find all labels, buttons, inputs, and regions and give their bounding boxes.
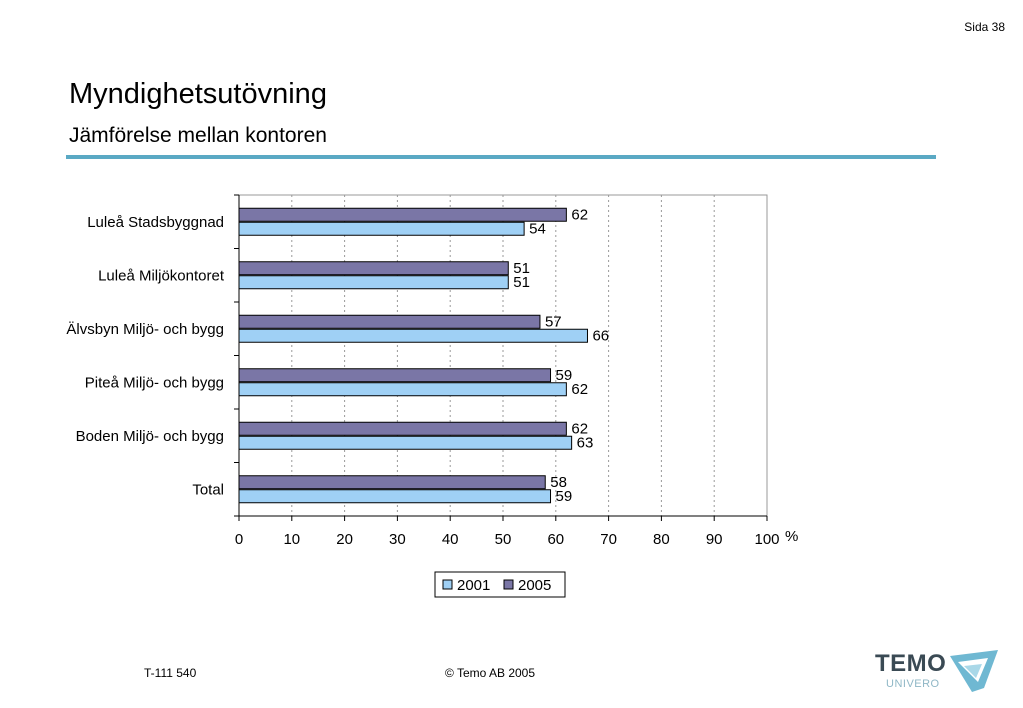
bar-2001 [238,275,509,290]
page-title: Myndighetsutövning [69,78,327,110]
footer-code: T-111 540 [144,666,197,680]
data-label-2005: 59 [556,367,573,384]
x-tick-label: 10 [283,531,300,548]
logo-mark-icon [950,650,998,692]
x-tick-label: 20 [336,531,353,548]
bar-2005 [238,368,552,383]
bar-2001 [238,382,567,397]
title-divider [66,155,936,159]
data-label-2005: 62 [571,420,588,437]
x-tick-label: 50 [495,531,512,548]
data-label-2001: 59 [556,488,573,505]
x-tick-label: 40 [442,531,459,548]
bar-2005 [238,207,567,222]
bar-2005 [238,261,509,276]
category-label: Luleå Stadsbyggnad [87,214,224,231]
x-tick-label: 70 [600,531,617,548]
data-label-2001: 51 [513,274,530,291]
x-tick-label: 30 [389,531,406,548]
x-tick-label: 60 [547,531,564,548]
x-tick-label: 90 [706,531,723,548]
legend-swatch-2001 [442,579,453,590]
category-label: Total [192,481,224,498]
data-label-2001: 62 [571,381,588,398]
bar-2005 [238,421,567,436]
data-label-2005: 51 [513,260,530,277]
logo-subtext: UNIVERO [886,678,940,690]
bar-2005 [238,314,541,329]
data-label-2005: 58 [550,474,567,491]
legend-box [434,571,566,598]
legend-label-2005: 2005 [518,577,551,594]
page-number: Sida 38 [964,20,1005,34]
legend-label-2001: 2001 [457,577,490,594]
logo-text: TEMO [875,650,947,677]
legend-swatch-2005 [503,579,514,590]
data-label-2001: 63 [577,434,594,451]
data-label-2001: 54 [529,220,546,237]
x-tick-label: 80 [653,531,670,548]
category-label: Älvsbyn Miljö- och bygg [66,321,224,338]
bar-2001 [238,221,525,236]
data-label-2005: 62 [571,206,588,223]
bar-2001 [238,435,573,450]
x-tick-label: 100 [754,531,779,548]
footer-copyright: © Temo AB 2005 [445,666,536,680]
bar-2005 [238,475,546,490]
temo-logo: TEMO UNIVERO [870,648,1005,698]
x-tick-label: 0 [235,531,243,548]
data-label-2001: 66 [592,327,609,344]
x-unit-label: % [785,528,798,545]
bar-2001 [238,489,552,504]
bar-2001 [238,328,588,343]
category-label: Piteå Miljö- och bygg [85,374,224,391]
category-label: Luleå Miljökontoret [98,267,225,284]
data-label-2005: 57 [545,313,562,330]
page-subtitle: Jämförelse mellan kontoren [69,124,327,147]
category-label: Boden Miljö- och bygg [76,428,224,445]
